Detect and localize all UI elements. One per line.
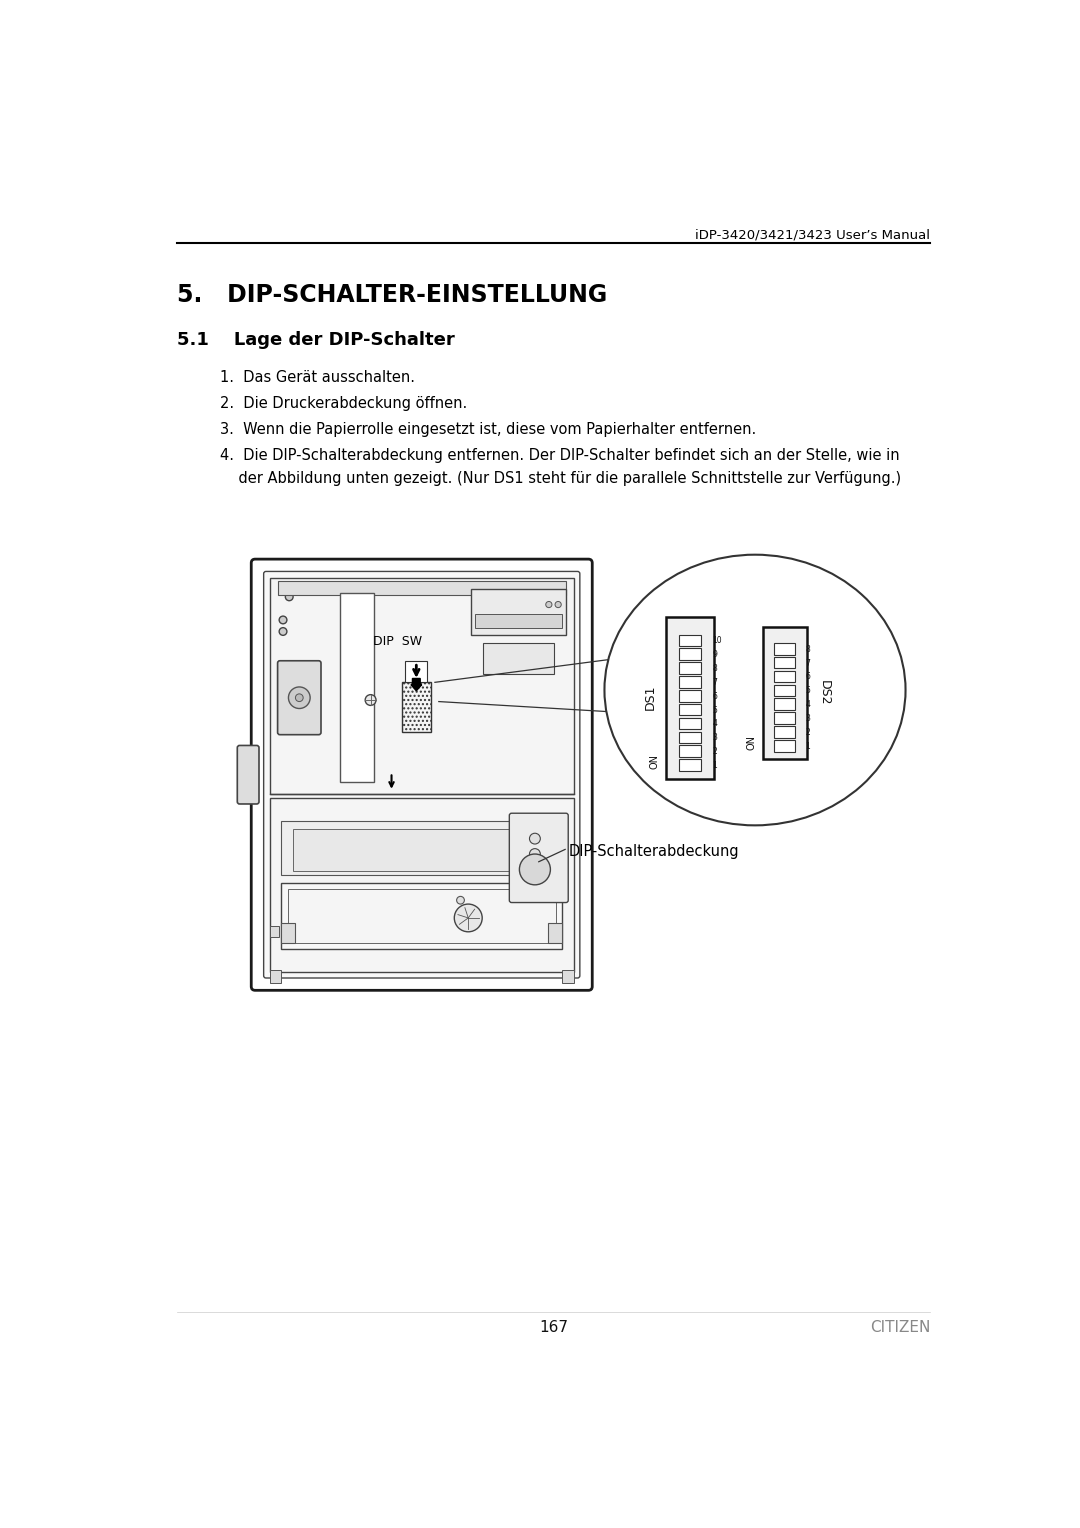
Text: 4: 4 xyxy=(806,700,810,709)
Bar xyxy=(679,746,701,756)
FancyBboxPatch shape xyxy=(238,746,259,804)
Bar xyxy=(679,634,701,646)
Text: iDP-3420/3421/3423 User’s Manual: iDP-3420/3421/3423 User’s Manual xyxy=(696,228,930,241)
Circle shape xyxy=(545,602,552,608)
Circle shape xyxy=(519,854,551,885)
Bar xyxy=(471,590,566,636)
Circle shape xyxy=(365,695,376,706)
Bar xyxy=(666,617,714,779)
FancyBboxPatch shape xyxy=(510,813,568,903)
Circle shape xyxy=(529,848,540,859)
Text: 3: 3 xyxy=(806,714,810,723)
Text: 7: 7 xyxy=(713,678,717,686)
Text: CITIZEN: CITIZEN xyxy=(869,1320,930,1335)
Bar xyxy=(679,704,701,715)
Text: 1: 1 xyxy=(806,741,810,750)
Text: 2: 2 xyxy=(713,747,717,756)
Text: 6: 6 xyxy=(713,692,717,701)
Text: 3.  Wenn die Papierrolle eingesetzt ist, diese vom Papierhalter entfernen.: 3. Wenn die Papierrolle eingesetzt ist, … xyxy=(220,422,756,437)
Text: 167: 167 xyxy=(539,1320,568,1335)
Text: 5: 5 xyxy=(806,686,810,695)
Bar xyxy=(562,970,573,984)
Bar xyxy=(287,889,556,943)
Bar xyxy=(405,660,428,683)
Circle shape xyxy=(529,833,540,843)
Circle shape xyxy=(288,688,310,709)
Bar xyxy=(679,648,701,660)
Bar xyxy=(679,759,701,770)
Text: 9: 9 xyxy=(713,649,717,659)
Circle shape xyxy=(285,593,293,601)
Text: ON: ON xyxy=(746,735,757,750)
Bar xyxy=(282,883,562,949)
Bar xyxy=(773,726,795,738)
Circle shape xyxy=(555,602,562,608)
Bar xyxy=(548,923,562,943)
Text: 4: 4 xyxy=(713,720,717,729)
Text: 5.1    Lage der DIP-Schalter: 5.1 Lage der DIP-Schalter xyxy=(177,332,455,350)
Bar xyxy=(270,926,279,937)
Bar xyxy=(278,582,566,596)
Bar xyxy=(282,821,562,876)
Bar xyxy=(773,698,795,711)
Text: 1: 1 xyxy=(713,761,717,770)
Text: 6: 6 xyxy=(806,672,810,681)
Text: 7: 7 xyxy=(806,659,810,668)
Circle shape xyxy=(457,897,464,905)
Bar xyxy=(679,677,701,688)
Text: 1.  Das Gerät ausschalten.: 1. Das Gerät ausschalten. xyxy=(220,370,415,385)
Bar xyxy=(293,828,551,871)
Bar xyxy=(483,643,554,674)
Text: 5.   DIP-SCHALTER-EINSTELLUNG: 5. DIP-SCHALTER-EINSTELLUNG xyxy=(177,284,607,307)
Text: 8: 8 xyxy=(713,665,717,672)
Bar xyxy=(402,683,431,732)
Text: der Abbildung unten gezeigt. (Nur DS1 steht für die parallele Schnittstelle zur : der Abbildung unten gezeigt. (Nur DS1 st… xyxy=(220,471,902,486)
Bar xyxy=(339,593,375,782)
Bar xyxy=(773,643,795,654)
Text: 8: 8 xyxy=(806,645,810,654)
Text: DIP-Schalterabdeckung: DIP-Schalterabdeckung xyxy=(569,843,740,859)
Bar xyxy=(679,718,701,729)
Text: DIP  SW: DIP SW xyxy=(374,634,422,648)
Text: DS1: DS1 xyxy=(644,685,657,711)
Bar xyxy=(762,626,807,759)
Text: 10: 10 xyxy=(713,636,723,645)
Bar xyxy=(475,614,562,628)
Bar xyxy=(679,662,701,674)
Circle shape xyxy=(296,694,303,701)
Circle shape xyxy=(455,905,482,932)
Text: 5: 5 xyxy=(713,706,717,715)
Bar xyxy=(773,671,795,683)
Text: 3: 3 xyxy=(713,733,717,743)
FancyBboxPatch shape xyxy=(264,571,580,978)
Text: 2: 2 xyxy=(806,727,810,736)
Bar xyxy=(270,798,573,972)
FancyBboxPatch shape xyxy=(278,660,321,735)
Bar xyxy=(773,657,795,668)
Text: ON: ON xyxy=(650,755,660,769)
Bar xyxy=(679,691,701,701)
Bar xyxy=(679,732,701,743)
Bar xyxy=(270,970,282,984)
Text: DS2: DS2 xyxy=(818,680,831,706)
FancyBboxPatch shape xyxy=(252,559,592,990)
Circle shape xyxy=(279,616,287,623)
Bar xyxy=(773,685,795,697)
Bar xyxy=(773,740,795,752)
Bar xyxy=(282,923,296,943)
FancyArrow shape xyxy=(410,678,422,691)
Text: 2.  Die Druckerabdeckung öffnen.: 2. Die Druckerabdeckung öffnen. xyxy=(220,396,468,411)
Circle shape xyxy=(279,628,287,636)
Ellipse shape xyxy=(605,555,905,825)
Bar xyxy=(773,712,795,724)
Bar xyxy=(270,578,573,795)
Text: 4.  Die DIP-Schalterabdeckung entfernen. Der DIP-Schalter befindet sich an der S: 4. Die DIP-Schalterabdeckung entfernen. … xyxy=(220,448,900,463)
